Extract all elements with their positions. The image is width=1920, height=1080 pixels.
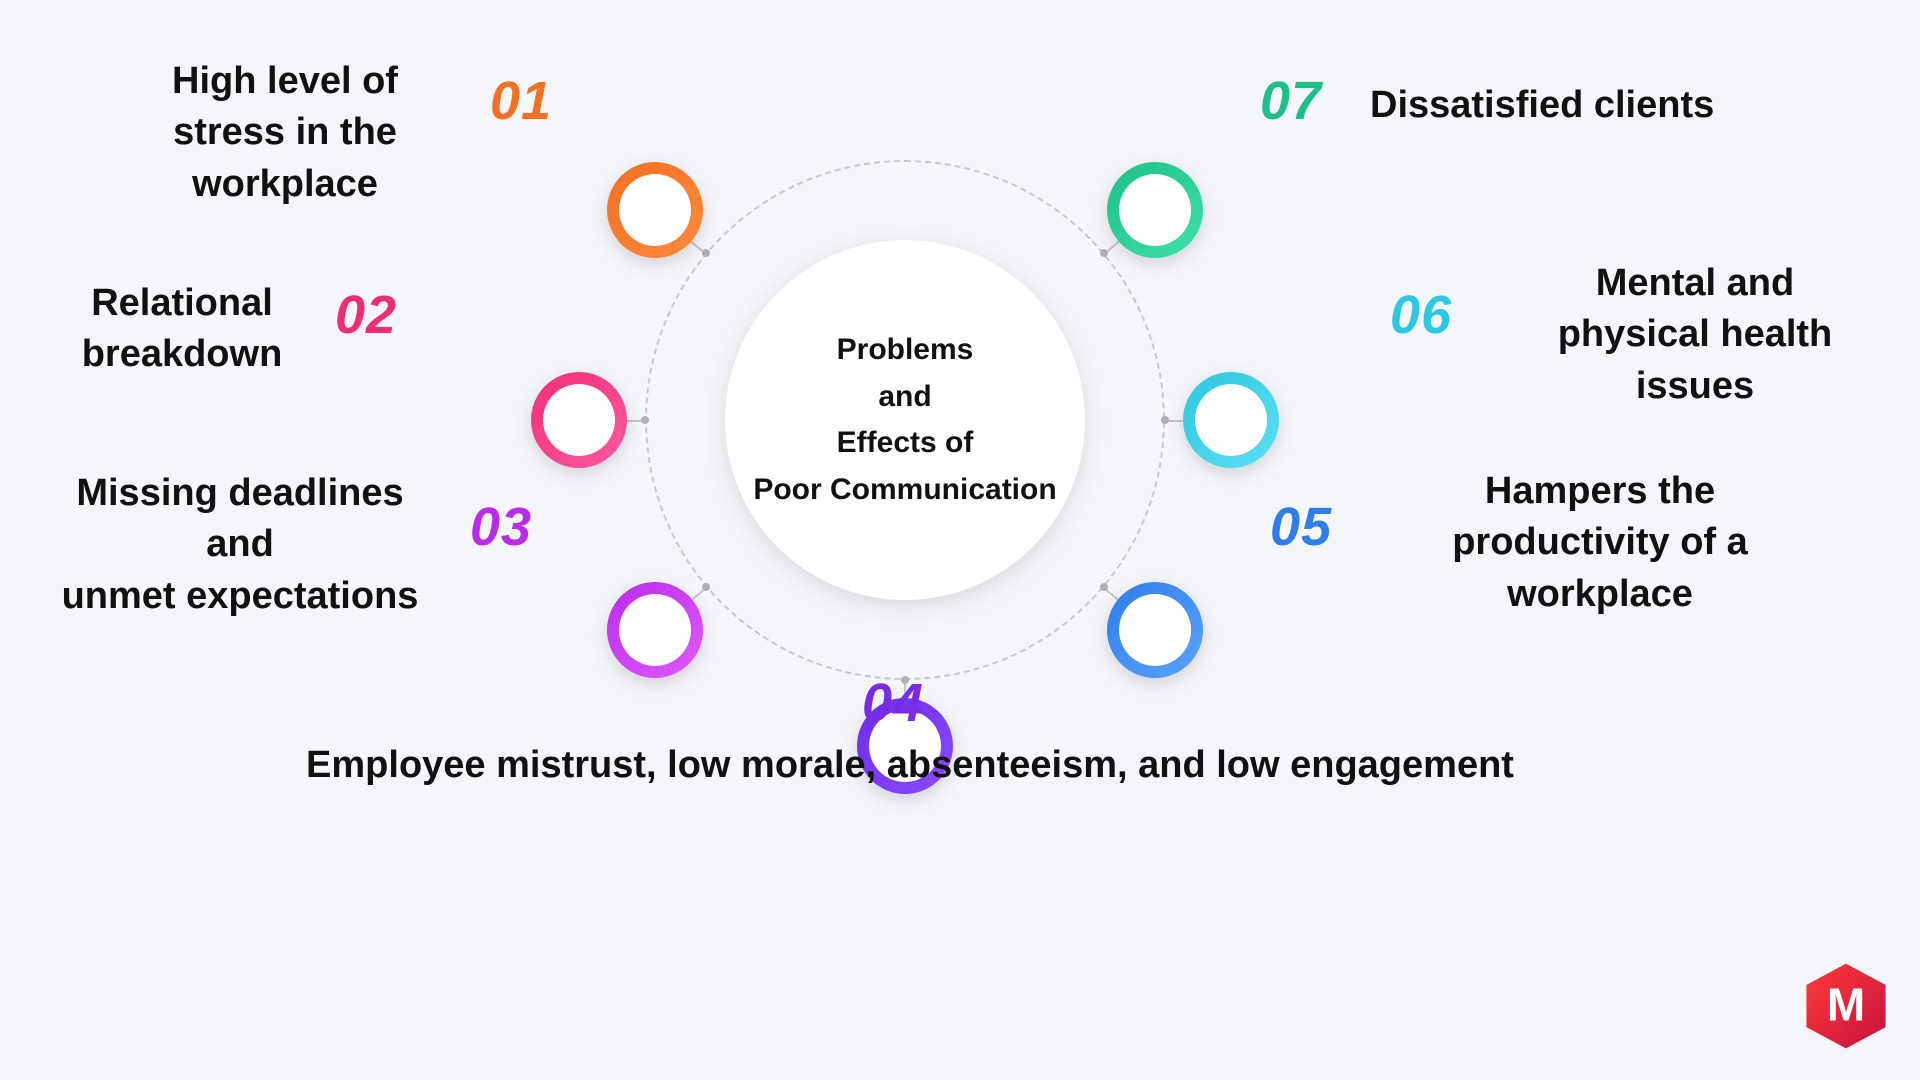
number-07: 07 — [1260, 70, 1322, 132]
number-05: 05 — [1270, 496, 1332, 558]
infographic-canvas: ProblemsandEffects ofPoor Communication … — [0, 0, 1920, 1080]
node-inner — [619, 594, 691, 666]
node-inner — [543, 384, 615, 456]
logo-letter: M — [1827, 979, 1865, 1031]
node-inner — [1119, 174, 1191, 246]
label-04: Employee mistrust, low morale, absenteei… — [130, 740, 1690, 791]
orbit-dot — [702, 583, 710, 591]
number-06: 06 — [1390, 284, 1452, 346]
node-01 — [607, 162, 703, 258]
number-03: 03 — [470, 496, 532, 558]
number-02: 02 — [335, 284, 397, 346]
node-07 — [1107, 162, 1203, 258]
label-03: Missing deadlinesandunmet expectations — [20, 468, 460, 622]
node-02 — [531, 372, 627, 468]
label-06: Mental andphysical healthissues — [1500, 258, 1890, 412]
label-07: Dissatisfied clients — [1370, 80, 1830, 131]
label-01: High level ofstress in theworkplace — [105, 56, 465, 210]
number-01: 01 — [490, 70, 552, 132]
orbit-dot — [1100, 249, 1108, 257]
node-inner — [619, 174, 691, 246]
orbit-dot — [641, 416, 649, 424]
center-title: ProblemsandEffects ofPoor Communication — [753, 327, 1056, 513]
node-05 — [1107, 582, 1203, 678]
label-02: Relationalbreakdown — [42, 278, 322, 381]
number-04: 04 — [862, 672, 924, 734]
center-hub: ProblemsandEffects ofPoor Communication — [725, 240, 1085, 600]
orbit-dot — [1100, 583, 1108, 591]
node-06 — [1183, 372, 1279, 468]
node-inner — [1195, 384, 1267, 456]
node-03 — [607, 582, 703, 678]
orbit-dot — [702, 249, 710, 257]
orbit-dot — [1161, 416, 1169, 424]
brand-logo: M — [1800, 960, 1892, 1052]
node-inner — [1119, 594, 1191, 666]
label-05: Hampers theproductivity of aworkplace — [1390, 466, 1810, 620]
